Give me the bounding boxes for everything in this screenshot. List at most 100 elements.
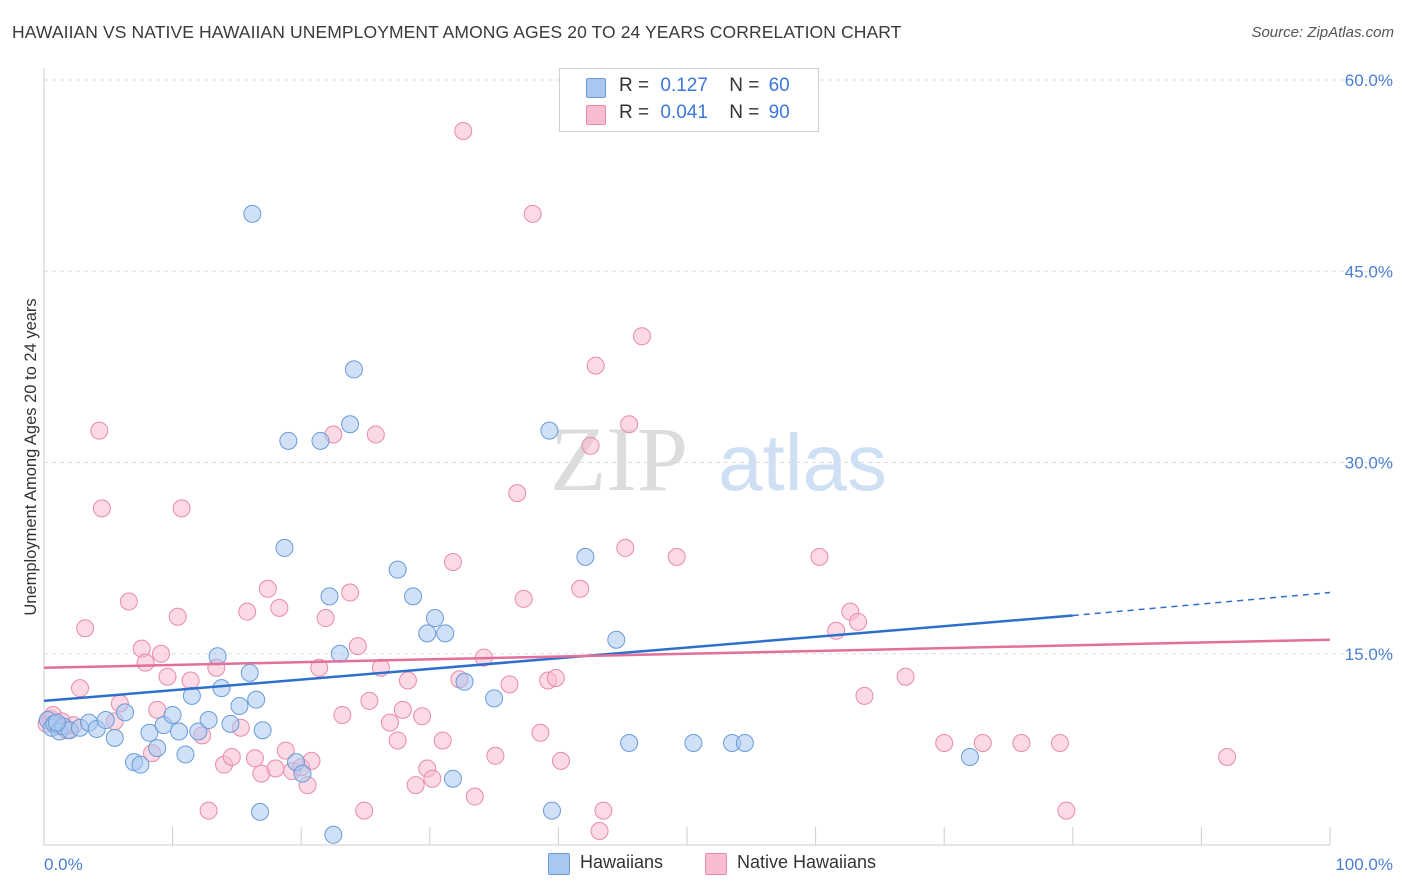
native-hawaiians-point (594, 801, 613, 820)
native-hawaiians-point (270, 598, 289, 617)
hawaiians-point (247, 690, 266, 709)
hawaiians-point (341, 415, 360, 434)
native-hawaiians-point (276, 741, 295, 760)
native-hawaiians-point (136, 653, 155, 672)
native-hawaiians-point (333, 705, 352, 724)
native-hawaiians-point (406, 776, 425, 795)
legend-n-value: 60 (768, 75, 790, 96)
native-hawaiians-point (571, 579, 590, 598)
bottom-legend-swatch-hawaiians (548, 853, 570, 875)
native-hawaiians-point (486, 746, 505, 765)
gridlines (44, 79, 1393, 655)
native-hawaiians-point (443, 552, 462, 571)
native-hawaiians-point (1218, 748, 1237, 767)
native-hawaiians-point (366, 425, 385, 444)
legend: R = 0.127 N = 60 R = 0.041 N = 90 (559, 68, 819, 132)
hawaiians-point (279, 431, 298, 450)
native-hawaiians-point (590, 821, 609, 840)
native-hawaiians-point (581, 436, 600, 455)
hawaiians-point (443, 769, 462, 788)
hawaiians-point (540, 421, 559, 440)
hawaiians-point (330, 644, 349, 663)
hawaiians-point (576, 547, 595, 566)
hawaiians-point (418, 624, 437, 643)
native-hawaiians-point (266, 759, 285, 778)
hawaiians-point (404, 587, 423, 606)
hawaiians-point (176, 745, 195, 764)
legend-r-value: 0.127 (660, 75, 708, 96)
hawaiians-point (388, 560, 407, 579)
hawaiians-point (485, 689, 504, 708)
native-hawaiians-point (1012, 734, 1031, 752)
native-hawaiians-point (616, 538, 635, 557)
watermark-zip: ZIP (550, 408, 688, 510)
native-hawaiians-point (148, 700, 167, 719)
watermark-atlas: atlas (718, 418, 887, 507)
native-hawaiians-point (413, 707, 432, 726)
hawaiians-point (455, 672, 474, 691)
hawaiians-point (253, 721, 272, 740)
native-hawaiians-point (935, 734, 954, 752)
x-ticks (172, 827, 1331, 845)
native-hawaiians-point (523, 204, 542, 223)
hawaiians-point (293, 764, 312, 783)
native-hawaiians-point (500, 675, 519, 694)
native-hawaiians-point (238, 602, 257, 621)
native-hawaiians-point (119, 592, 138, 611)
legend-r-label: R = (619, 75, 650, 96)
native-hawaiians-point (199, 801, 218, 820)
trend-lines (43, 591, 1331, 703)
native-hawaiians-point (245, 749, 264, 768)
native-hawaiians-point (380, 713, 399, 732)
hawaiians-point (320, 587, 339, 606)
hawaiians-point (131, 755, 150, 774)
legend-swatch-hawaiians (586, 78, 606, 98)
legend-n-label: N = (729, 75, 760, 96)
native-hawaiians-point (514, 589, 533, 608)
hawaiians-point (221, 714, 240, 733)
hawaiians-point (212, 679, 231, 698)
native-hawaiians-point (222, 748, 241, 767)
hawaiians-point (311, 431, 330, 450)
native-hawaiians-point (454, 122, 473, 140)
native-hawaiians-point (531, 723, 550, 742)
hawaiians-point (344, 360, 363, 379)
native-hawaiians-point (508, 484, 527, 503)
native-hawaiians-point (172, 499, 191, 518)
native-hawaiians-trend-line (43, 638, 1331, 670)
native-hawaiians-point (632, 327, 651, 346)
hawaiians-point (275, 538, 294, 557)
x-tick-label-min: 0.0% (44, 855, 83, 874)
hawaiians-point (199, 711, 218, 730)
hawaiians-point (96, 711, 115, 730)
chart-title: HAWAIIAN VS NATIVE HAWAIIAN UNEMPLOYMENT… (12, 22, 902, 42)
native-hawaiians-point (360, 691, 379, 710)
hawaiians-point (251, 802, 270, 821)
native-hawaiians-point (855, 686, 874, 705)
native-hawaiians-point (667, 547, 686, 566)
native-hawaiians-point (586, 356, 605, 375)
native-hawaiians-point (90, 421, 109, 440)
y-tick-label: 30.0% (1345, 454, 1393, 473)
native-hawaiians-point (388, 731, 407, 750)
native-hawaiians-point (168, 607, 187, 626)
y-tick-label: 15.0% (1345, 645, 1393, 664)
bottom-legend-swatch-native-hawaiians (705, 853, 727, 875)
native-hawaiians-point (433, 731, 452, 750)
native-hawaiians-point (348, 637, 367, 656)
native-hawaiians-point (355, 801, 374, 820)
hawaiians-point (116, 703, 135, 722)
hawaiians-point (960, 748, 979, 767)
source-label: Source: ZipAtlas.com (1251, 24, 1394, 41)
hawaiians-point (436, 624, 455, 643)
native-hawaiians-point (71, 679, 90, 698)
native-hawaiians-point (423, 769, 442, 788)
hawaiians-point (735, 734, 754, 752)
y-tick-label: 45.0% (1345, 262, 1393, 281)
hawaiians-point (620, 734, 639, 752)
x-tick-label-max: 100.0% (1335, 855, 1393, 874)
native-hawaiians-point (546, 668, 565, 687)
native-hawaiians-point (465, 787, 484, 806)
legend-r-label: R = (619, 102, 650, 123)
